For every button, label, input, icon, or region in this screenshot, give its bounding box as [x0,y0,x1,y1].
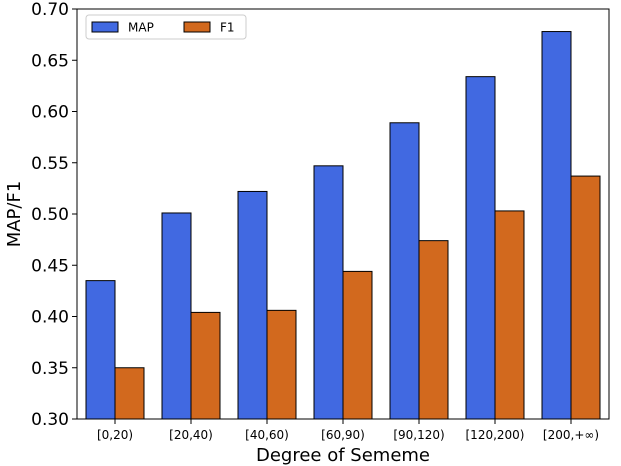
bar-map-3 [313,165,344,420]
y-tick-label: 0.45 [31,256,69,276]
bars-layer [85,31,601,420]
x-axis: [0,20) [20,40) [40,60) [60,90) [90,120) [120,… [97,419,599,442]
bar-f1-0 [114,367,145,420]
bar-map-6 [541,31,572,420]
y-tick-label: 0.40 [31,308,69,328]
x-tick-label: [200,+∞) [543,428,599,442]
legend-swatch-map [91,21,119,33]
bar-map-4 [389,122,420,420]
bar-map-1 [161,212,192,420]
bar-f1-3 [342,270,373,420]
bar-map-2 [237,190,268,420]
y-tick-label: 0.65 [31,51,69,71]
bar-f1-2 [266,309,297,420]
bar-f1-1 [190,311,221,420]
x-tick-label: [60,90) [321,428,365,442]
bar-map-5 [465,76,496,420]
y-tick-label: 0.30 [31,410,69,430]
y-tick-label: 0.70 [31,0,69,20]
x-tick-label: [0,20) [97,428,133,442]
x-tick-label: [120,200) [466,428,525,442]
bar-f1-6 [570,175,601,420]
legend-box [85,14,247,40]
legend-label-f1: F1 [220,21,235,35]
x-tick-label: [90,120) [393,428,444,442]
y-axis-title: MAP/F1 [4,181,25,248]
y-axis: 0.30 0.35 0.40 0.45 0.50 0.55 0.60 0.65 0.70 [31,0,77,430]
legend: MAP F1 [85,14,247,40]
legend-label-map: MAP [128,21,154,35]
x-tick-label: [20,40) [169,428,213,442]
bar-f1-5 [494,210,525,420]
legend-swatch-f1 [183,21,211,33]
y-tick-label: 0.50 [31,205,69,225]
bar-map-0 [85,280,116,420]
x-tick-label: [40,60) [245,428,289,442]
y-tick-label: 0.55 [31,154,69,174]
bar-f1-4 [418,240,449,420]
x-axis-title: Degree of Sememe [256,445,430,466]
y-tick-label: 0.60 [31,103,69,123]
y-tick-label: 0.35 [31,359,69,379]
